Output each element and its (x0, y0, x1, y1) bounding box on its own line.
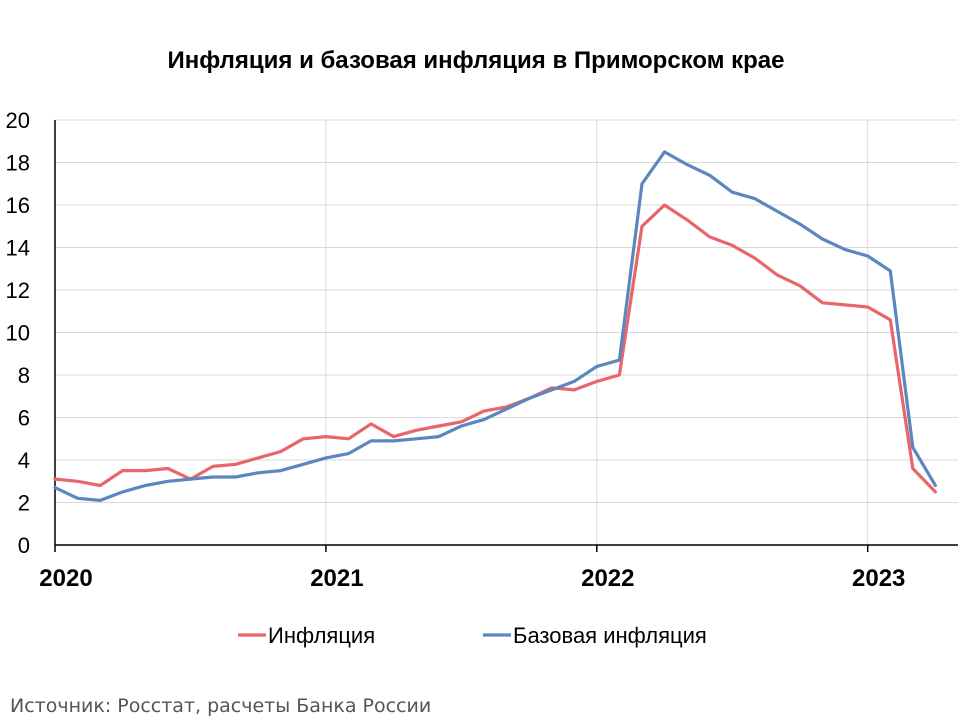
grid (55, 119, 958, 545)
y-tick-label: 18 (6, 151, 30, 176)
x-tick-labels: 2020 2021 2022 2023 (39, 565, 905, 592)
y-tick-label: 16 (6, 193, 30, 218)
x-tick-label: 2022 (581, 565, 634, 592)
y-tick-label: 6 (18, 406, 30, 431)
y-tick-label: 2 (18, 491, 30, 516)
y-tick-label: 20 (6, 108, 30, 133)
y-tick-labels: 0 2 4 6 8 10 12 14 16 18 20 (6, 108, 30, 558)
y-tick-label: 0 (18, 533, 30, 558)
y-tick-label: 8 (18, 363, 30, 388)
x-tick-label: 2023 (852, 565, 905, 592)
legend-label-1: Инфляция (268, 623, 375, 648)
series-line-2 (53, 150, 938, 502)
y-tick-label: 14 (6, 236, 30, 261)
chart-title: Инфляция и базовая инфляция в Приморском… (167, 47, 784, 74)
y-tick-label: 10 (6, 321, 30, 346)
y-tick-label: 4 (18, 448, 30, 473)
series-line-1 (53, 203, 938, 494)
x-tick-label: 2021 (310, 565, 363, 592)
y-tick-label: 12 (6, 278, 30, 303)
legend-label-2: Базовая инфляция (513, 623, 707, 648)
source-note: Источник: Росстат, расчеты Банка России (10, 695, 431, 717)
x-tick-label: 2020 (39, 565, 92, 592)
axes (54, 120, 958, 552)
legend: Инфляция Базовая инфляция (238, 623, 707, 648)
series-lines (53, 150, 938, 502)
